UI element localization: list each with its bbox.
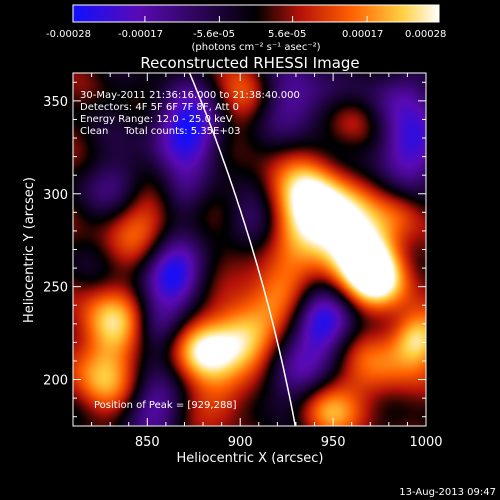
y-tick-label: 300 bbox=[43, 188, 68, 203]
clean-counts-text: Clean Total counts: 5.35E+03 bbox=[80, 126, 240, 137]
x-tick-label: 1000 bbox=[409, 435, 442, 450]
colorbar-ticks bbox=[72, 16, 440, 22]
solar-limb-line bbox=[188, 73, 297, 426]
y-tick-label: 200 bbox=[43, 374, 68, 389]
colorbar-tick-label: -5.6e-05 bbox=[193, 29, 235, 40]
x-tick-label: 950 bbox=[321, 435, 346, 450]
colorbar bbox=[72, 4, 440, 23]
x-tick-label: 900 bbox=[228, 435, 253, 450]
energy-range-text: Energy Range: 12.0 - 25.0 keV bbox=[80, 114, 233, 125]
y-tick-label: 350 bbox=[43, 95, 68, 110]
colorbar-tick-label: 5.6e-05 bbox=[268, 29, 306, 40]
colorbar-tick-label: 0.00028 bbox=[405, 29, 446, 40]
colorbar-tick-label: -0.00028 bbox=[46, 29, 91, 40]
y-axis-label: Heliocentric Y (arcsec) bbox=[22, 177, 37, 323]
time-range-text: 30-May-2011 21:36:16.000 to 21:38:40.000 bbox=[80, 90, 300, 101]
detectors-text: Detectors: 4F 5F 6F 7F 8F, Att 0 bbox=[80, 102, 239, 113]
x-axis-label: Heliocentric X (arcsec) bbox=[177, 451, 324, 466]
footer-date: 13-Aug-2013 09:47 bbox=[399, 487, 496, 498]
colorbar-unit-label: (photons cm⁻² s⁻¹ asec⁻²) bbox=[191, 42, 320, 53]
axis-ticks bbox=[73, 73, 427, 426]
rhessi-image bbox=[73, 73, 426, 426]
x-tick-label: 850 bbox=[135, 435, 160, 450]
peak-position-text: Position of Peak = [929,288] bbox=[94, 400, 237, 411]
colorbar-tick-label: 0.00017 bbox=[342, 29, 383, 40]
plot-title: Reconstructed RHESSI Image bbox=[140, 54, 359, 72]
y-tick-label: 250 bbox=[43, 281, 68, 296]
colorbar-tick-label: -0.00017 bbox=[118, 29, 163, 40]
